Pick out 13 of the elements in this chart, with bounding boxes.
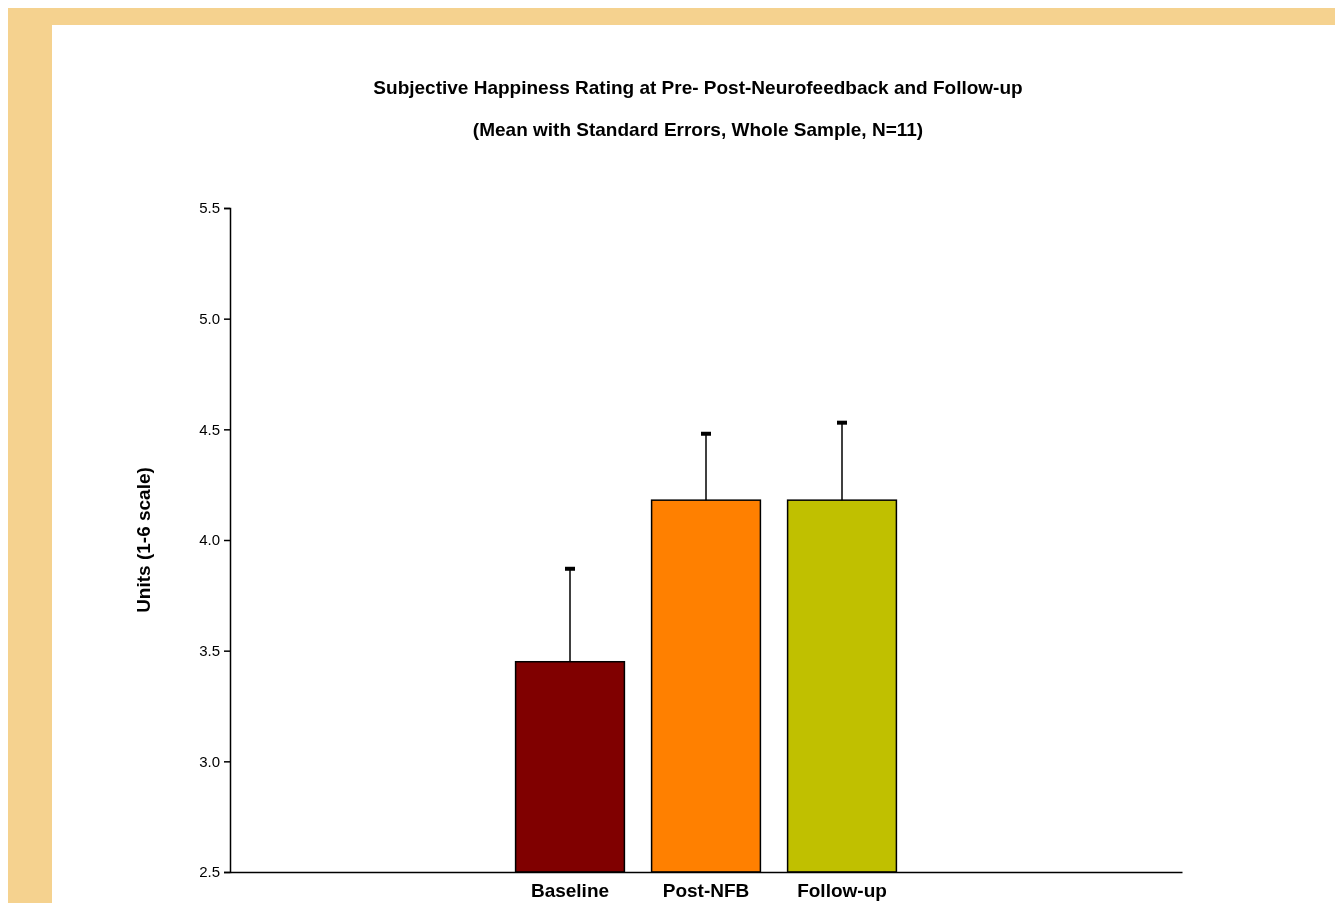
y-axis-title: Units (1-6 scale) xyxy=(133,467,154,613)
x-tick-label: Follow-up xyxy=(797,880,887,902)
chart-subtitle: (Mean with Standard Errors, Whole Sample, N=11) xyxy=(472,119,924,140)
chart-title: Subjective Happiness Rating at Pre- Post-Neurofeedback and Follow-up xyxy=(373,77,1023,98)
y-tick-label: 5.5 xyxy=(199,199,220,217)
y-tick-label: 2.5 xyxy=(199,863,220,881)
y-tick-label: 4.0 xyxy=(199,531,220,549)
x-tick-label: Post-NFB xyxy=(662,880,750,902)
x-tick-label: Baseline xyxy=(530,880,610,902)
y-tick-label: 4.5 xyxy=(199,420,220,438)
y-tick-label: 3.5 xyxy=(199,641,220,659)
y-tick-label: 3.0 xyxy=(199,752,220,770)
y-tick-label: 5.0 xyxy=(199,309,220,327)
